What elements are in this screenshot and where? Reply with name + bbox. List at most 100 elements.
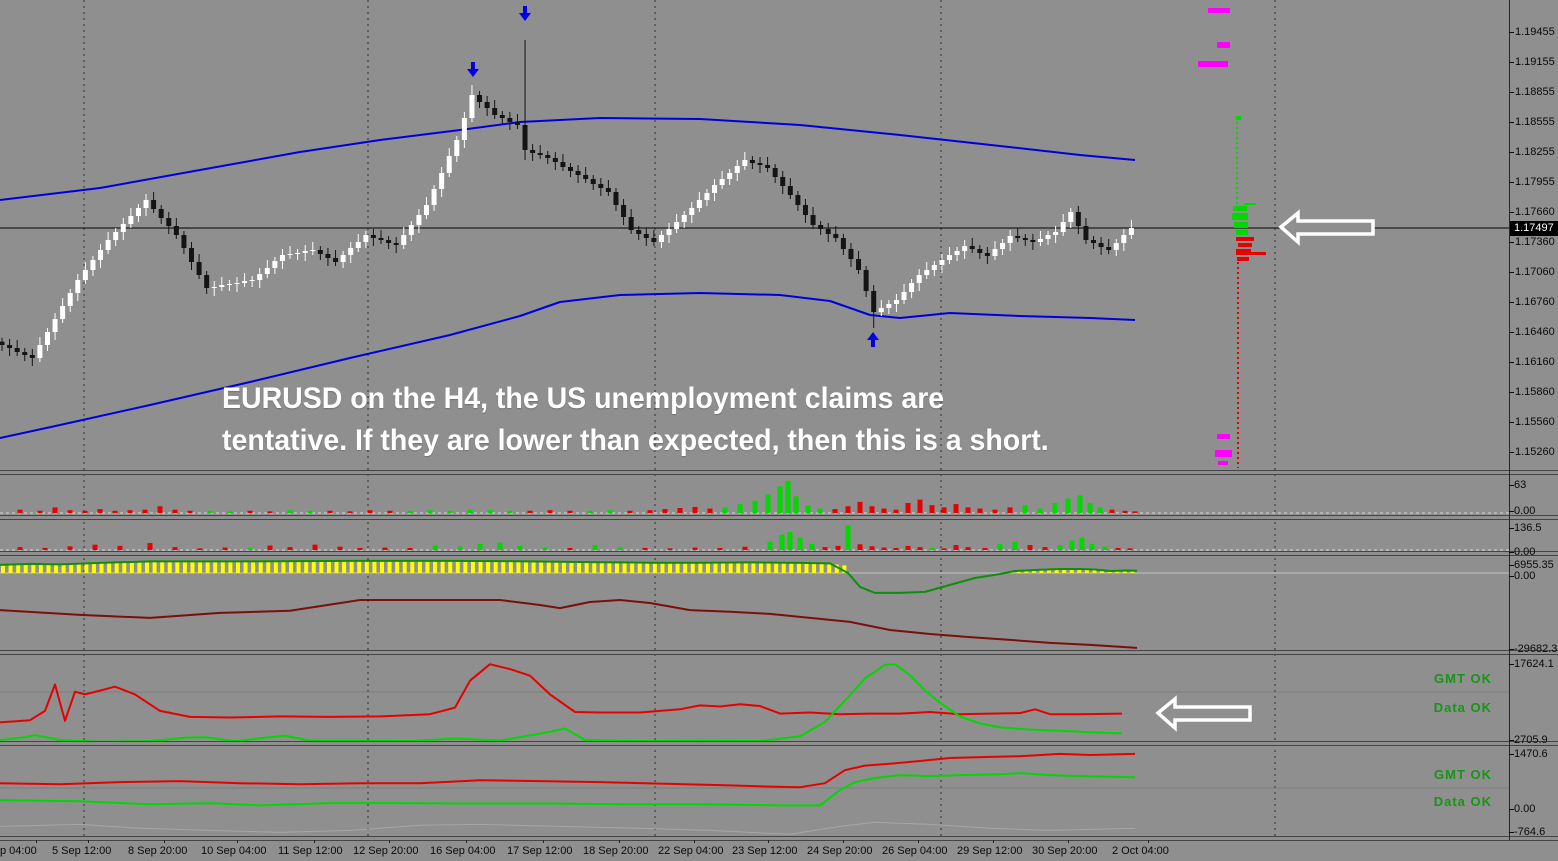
time-axis-tick: [918, 840, 919, 843]
white-left-arrow[interactable]: [1155, 695, 1252, 732]
time-axis-tick: [694, 840, 695, 843]
gmt-ok-status-label: GMT OK: [1434, 671, 1492, 686]
price-axis-label: 1.16460: [1515, 325, 1555, 338]
indicator-axis-label: 2705.9: [1514, 734, 1548, 746]
price-axis-tick: [1509, 122, 1514, 124]
envelope-bands: [0, 117, 1136, 439]
time-axis-label: 12 Sep 20:00: [353, 845, 419, 857]
price-axis-tick: [1509, 92, 1514, 94]
magenta-signal-marker[interactable]: [1217, 42, 1230, 48]
magenta-signal-marker[interactable]: [1208, 8, 1230, 13]
time-axis-label: 18 Sep 20:00: [583, 845, 649, 857]
price-axis-label: 1.18855: [1515, 86, 1555, 99]
indicator-axis-label: 136.5: [1514, 522, 1542, 534]
indicator-window-osc-1: [0, 663, 1510, 743]
indicator-window-osc-2: [0, 752, 1510, 835]
white-left-arrow[interactable]: [1278, 209, 1375, 246]
price-axis-tick: [1509, 182, 1514, 184]
chart-annotation-text[interactable]: EURUSD on the H4, the US unemployment cl…: [222, 378, 1049, 462]
price-axis-border: [1509, 0, 1510, 840]
price-axis-label: 1.16160: [1515, 355, 1555, 368]
indicator-axis-tick: [1509, 576, 1514, 577]
indicator-axis-tick: [1509, 809, 1514, 810]
time-axis-tick: [164, 840, 165, 843]
time-axis-label: 22 Sep 04:00: [658, 845, 724, 857]
window-separator[interactable]: [0, 836, 1558, 841]
time-axis-tick: [314, 840, 315, 843]
price-axis-tick: [1509, 241, 1514, 243]
sell-arrow-icon[interactable]: [467, 62, 479, 77]
indicator-window-volume-2: [0, 525, 1510, 551]
indicator-axis-label: 0.00: [1514, 570, 1536, 582]
magenta-signal-marker[interactable]: [1218, 461, 1228, 465]
price-axis-label: 1.18255: [1515, 146, 1555, 159]
time-axis-tick: [543, 840, 544, 843]
window-separator[interactable]: [0, 515, 1558, 520]
indicator-window-flow: [0, 559, 1510, 649]
time-axis-tick: [843, 840, 844, 843]
indicator-axis-tick: [1509, 485, 1514, 486]
time-axis-label: 2 Oct 04:00: [1112, 845, 1169, 857]
price-axis-label: 1.17955: [1515, 176, 1555, 189]
indicator-axis-label: 1470.6: [1514, 748, 1548, 760]
time-axis-label: 10 Sep 04:00: [201, 845, 267, 857]
time-axis-label: 5 Sep 12:00: [52, 845, 112, 857]
time-axis-label: 17 Sep 12:00: [507, 845, 573, 857]
window-separator[interactable]: [0, 551, 1558, 556]
price-axis-tick: [1509, 451, 1514, 453]
indicator-axis-label: -764.6: [1514, 826, 1546, 838]
time-axis-tick: [389, 840, 390, 843]
price-axis-tick: [1509, 421, 1514, 423]
indicator-axis-label: 0.00: [1514, 803, 1536, 815]
price-axis-tick: [1509, 62, 1514, 64]
indicator-axis-tick: [1509, 552, 1514, 553]
data-ok-status-label: Data OK: [1433, 794, 1492, 809]
price-axis-tick: [1509, 152, 1514, 154]
price-axis-label: 1.16760: [1515, 295, 1555, 308]
time-axis-tick: [466, 840, 467, 843]
price-axis-tick: [1509, 301, 1514, 303]
indicator-axis-label: 17624.1: [1514, 658, 1554, 670]
data-ok-status-label: Data OK: [1433, 700, 1492, 715]
time-axis-tick: [619, 840, 620, 843]
buy-arrow-icon[interactable]: [867, 332, 879, 347]
time-axis-label: 16 Sep 04:00: [430, 845, 496, 857]
indicator-axis-label: 0.00: [1514, 505, 1536, 517]
window-separator[interactable]: [0, 470, 1558, 475]
price-axis-label: 1.17660: [1515, 205, 1555, 218]
time-axis-tick: [1148, 840, 1149, 843]
window-separator[interactable]: [0, 650, 1558, 655]
time-axis-label: 26 Sep 04:00: [882, 845, 948, 857]
indicator-axis-tick: [1509, 649, 1514, 650]
time-axis-label: 30 Sep 20:00: [1032, 845, 1098, 857]
time-axis-tick: [993, 840, 994, 843]
window-separator[interactable]: [0, 741, 1558, 746]
time-axis-label: 24 Sep 20:00: [807, 845, 873, 857]
indicator-axis-tick: [1509, 511, 1514, 512]
price-axis-label: 1.15860: [1515, 385, 1555, 398]
price-axis-tick: [1509, 361, 1514, 363]
magenta-signal-marker[interactable]: [1215, 450, 1232, 457]
indicator-axis-label: 6955.35: [1514, 559, 1554, 571]
magenta-signal-marker[interactable]: [1198, 61, 1228, 67]
price-axis-label: 1.17360: [1515, 235, 1555, 248]
magenta-signal-marker[interactable]: [1217, 434, 1230, 439]
indicator-axis-tick: [1509, 832, 1514, 833]
price-axis-label: 1.15560: [1515, 415, 1555, 428]
time-axis-tick: [36, 840, 37, 843]
white-arrows: [1155, 209, 1375, 732]
price-axis-label: 1.15260: [1515, 445, 1555, 458]
price-axis-tick: [1509, 271, 1514, 273]
price-axis-tick: [1509, 211, 1514, 213]
time-axis-label: 23 Sep 12:00: [732, 845, 798, 857]
time-axis-tick: [237, 840, 238, 843]
sell-arrow-icon[interactable]: [519, 6, 531, 21]
gmt-ok-status-label: GMT OK: [1434, 767, 1492, 782]
price-axis-label: 1.19155: [1515, 56, 1555, 69]
time-axis-label: 11 Sep 12:00: [278, 845, 343, 857]
price-axis-tick: [1509, 391, 1514, 393]
indicator-axis-tick: [1509, 754, 1514, 755]
indicator-axis-tick: [1509, 664, 1514, 665]
